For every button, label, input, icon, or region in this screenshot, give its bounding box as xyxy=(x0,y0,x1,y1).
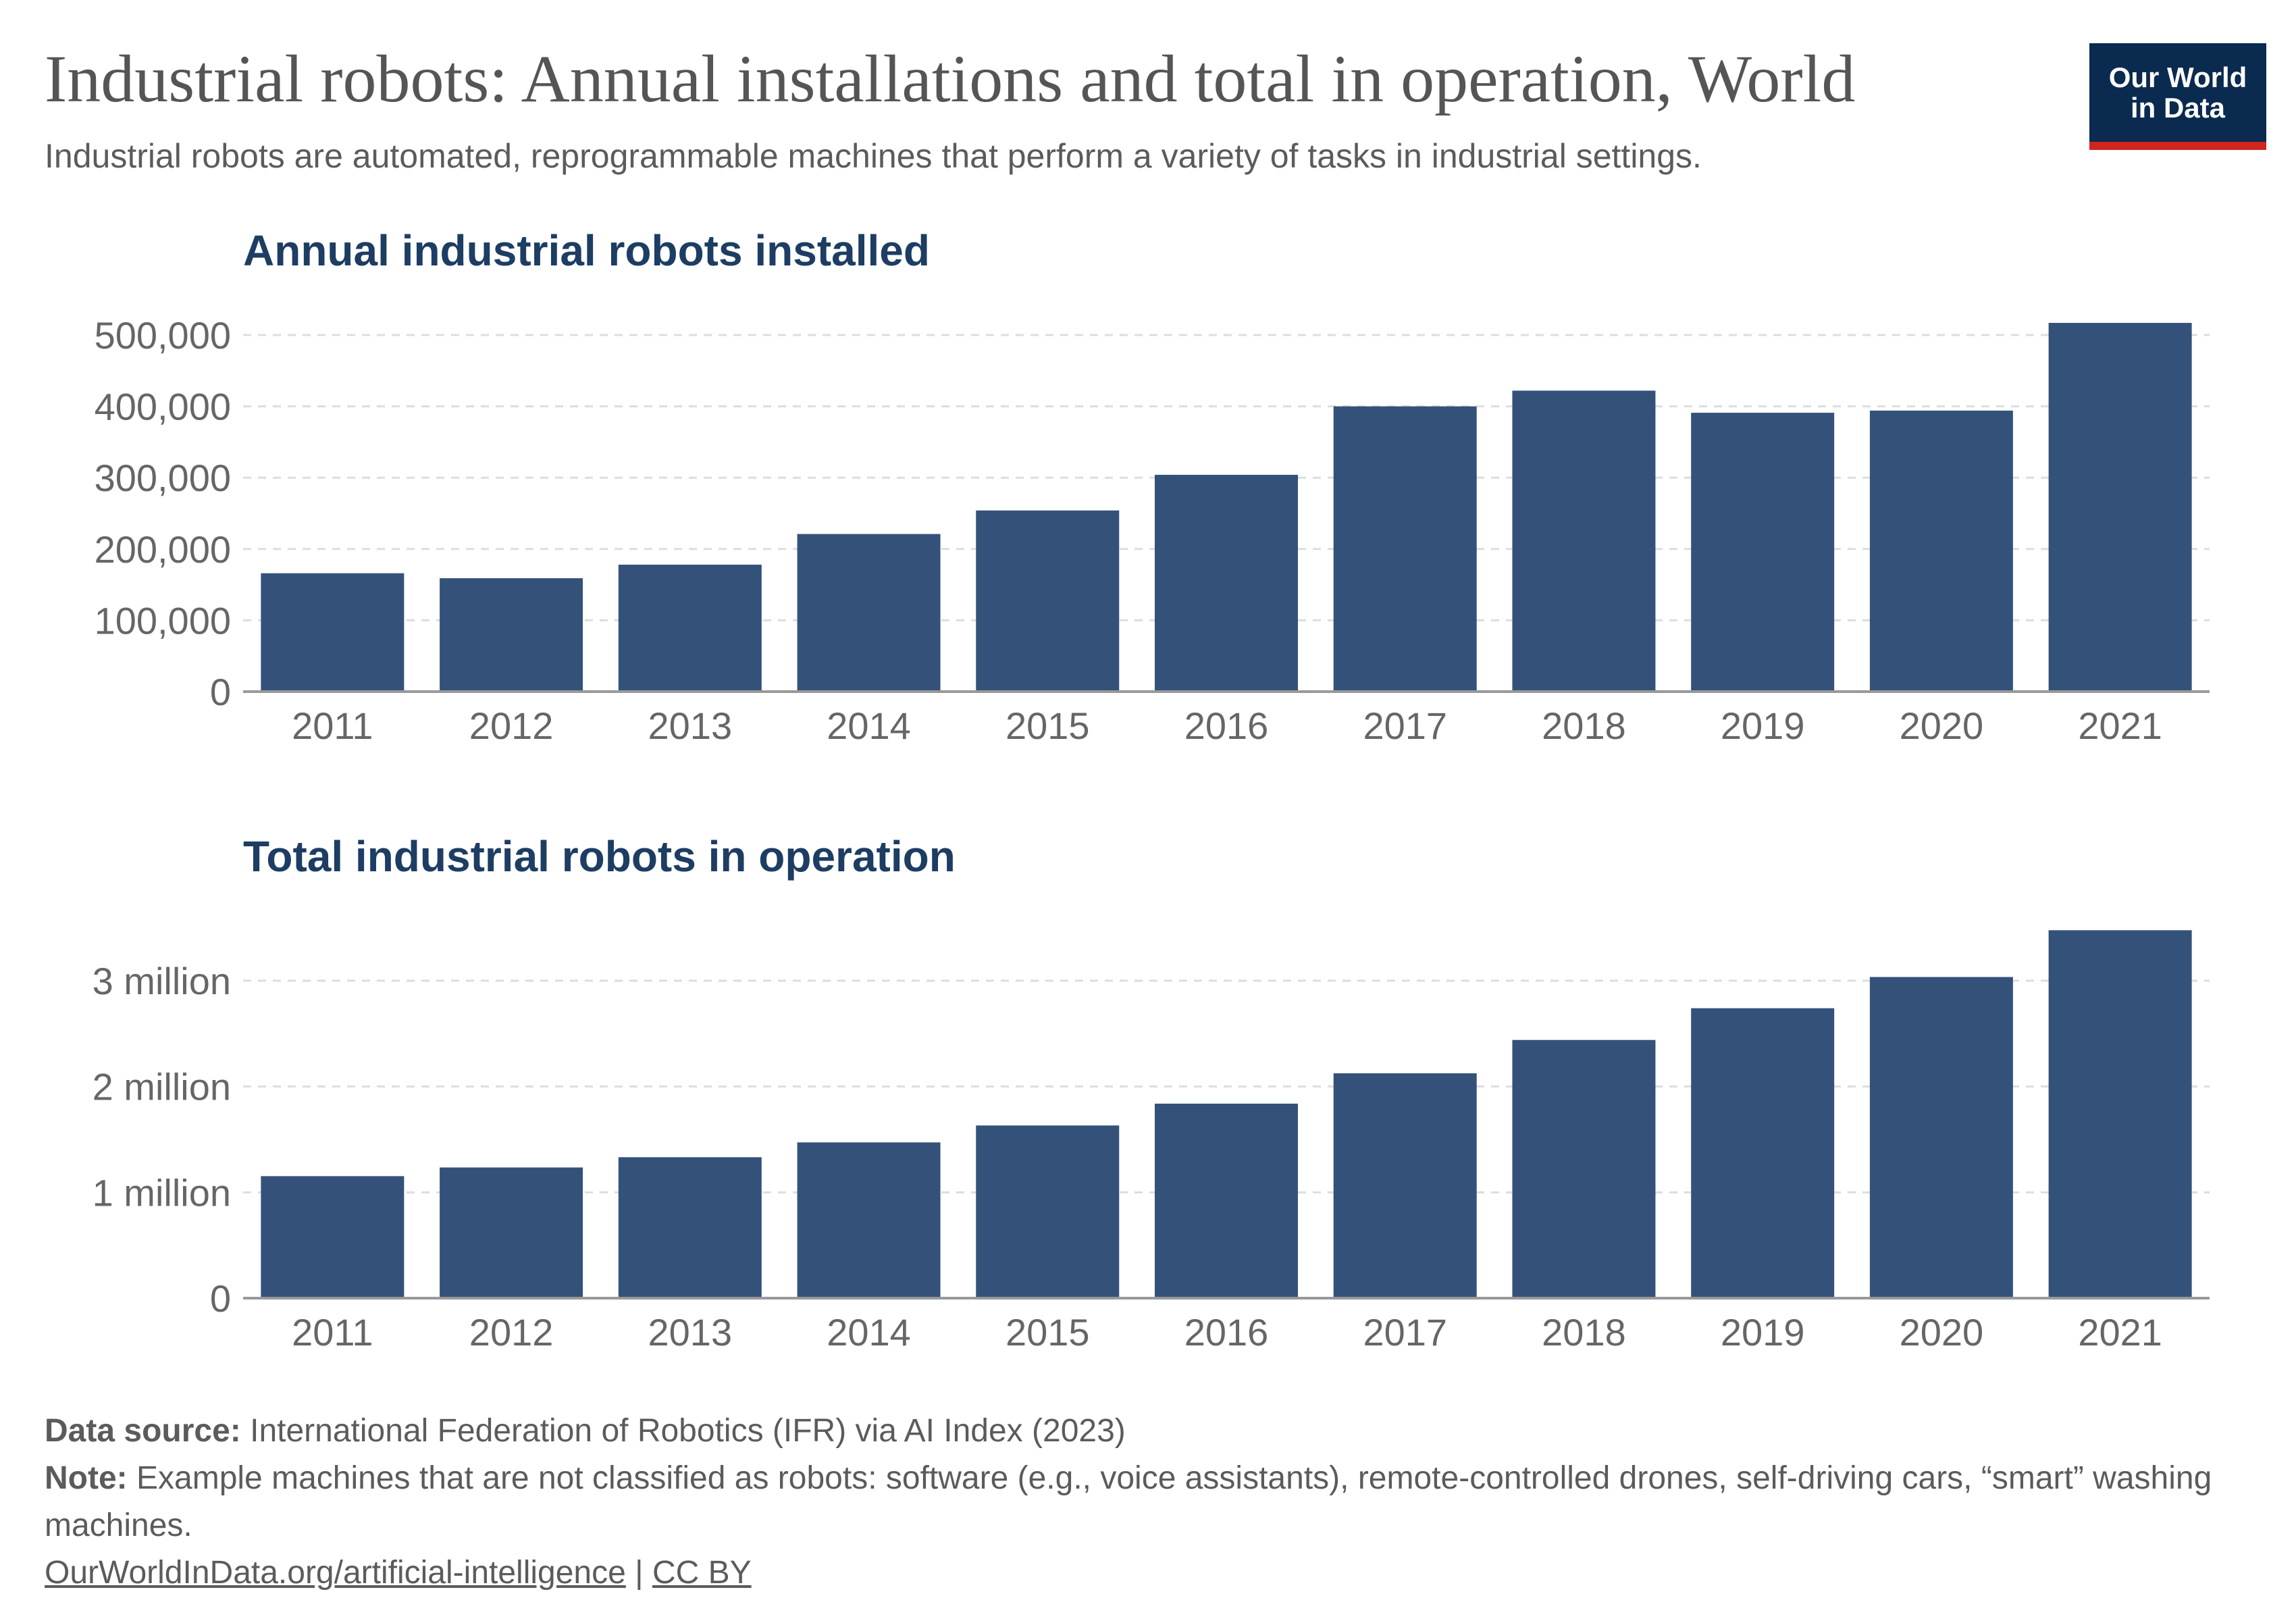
annual-bar-2012[interactable] xyxy=(440,578,583,692)
annual-y-tick-label: 400,000 xyxy=(95,386,231,428)
chart-title: Industrial robots: Annual installations … xyxy=(45,41,1856,116)
annual-x-tick-label: 2020 xyxy=(1900,704,1984,747)
annual-x-tick-label: 2013 xyxy=(648,704,733,747)
annual-x-tick-label: 2017 xyxy=(1363,704,1447,747)
note-text: Example machines that are not classified… xyxy=(45,1460,2212,1543)
annual-x-tick-label: 2012 xyxy=(469,704,554,747)
annual-bar-2016[interactable] xyxy=(1155,474,1298,692)
annual-x-tick-label: 2015 xyxy=(1006,704,1090,747)
data-source-text: International Federation of Robotics (IF… xyxy=(250,1413,1126,1449)
total-bar-2019[interactable] xyxy=(1691,1008,1835,1298)
data-source-label: Data source: xyxy=(45,1413,241,1449)
total-bar-2012[interactable] xyxy=(440,1167,583,1298)
total-x-tick-label: 2016 xyxy=(1184,1311,1269,1354)
total-x-tick-label: 2018 xyxy=(1542,1311,1626,1354)
owid-logo[interactable]: Our World in Data xyxy=(2089,43,2266,150)
total-x-tick-label: 2012 xyxy=(469,1311,554,1354)
total-bar-2013[interactable] xyxy=(618,1157,762,1298)
logo-line-1: Our World xyxy=(2108,61,2247,93)
total-x-tick-label: 2020 xyxy=(1900,1311,1984,1354)
total-bar-2017[interactable] xyxy=(1333,1073,1477,1298)
chart-subtitle: Industrial robots are automated, reprogr… xyxy=(45,137,1702,175)
total-bar-2011[interactable] xyxy=(261,1176,405,1298)
annual-bar-2011[interactable] xyxy=(261,573,405,692)
annual-bar-2018[interactable] xyxy=(1512,390,1656,692)
note-label: Note: xyxy=(45,1460,128,1496)
annual-bar-2020[interactable] xyxy=(1869,410,2013,692)
total-in-operation-chart: Total industrial robots in operation 0 1 m… xyxy=(93,832,2210,1354)
link-separator: | xyxy=(635,1555,644,1591)
footer-links: OurWorldInData.org/artificial-intelligen… xyxy=(45,1549,2239,1597)
annual-y-tick-label: 300,000 xyxy=(95,457,231,499)
license-link[interactable]: CC BY xyxy=(652,1555,752,1591)
source-link[interactable]: OurWorldInData.org/artificial-intelligen… xyxy=(45,1555,626,1591)
annual-y-tick-label: 100,000 xyxy=(95,599,231,642)
total-x-tick-label: 2013 xyxy=(648,1311,733,1354)
annual-x-tick-label: 2021 xyxy=(2078,704,2162,747)
annual-panel-title: Annual industrial robots installed xyxy=(243,226,930,275)
annual-bar-2017[interactable] xyxy=(1333,406,1477,692)
annual-bar-2015[interactable] xyxy=(976,510,1120,692)
annual-x-tick-label: 2014 xyxy=(827,704,911,747)
total-y-tick-label: 0 xyxy=(210,1277,231,1320)
total-y-tick-label: 2 million xyxy=(93,1066,231,1108)
total-x-tick-label: 2015 xyxy=(1006,1311,1090,1354)
logo-line-2: in Data xyxy=(2130,92,2225,124)
annual-x-tick-label: 2018 xyxy=(1542,704,1626,747)
annual-y-tick-label: 500,000 xyxy=(95,314,231,357)
annual-y-tick-label: 0 xyxy=(210,671,231,713)
annual-x-tick-label: 2016 xyxy=(1184,704,1269,747)
total-x-tick-label: 2017 xyxy=(1363,1311,1447,1354)
data-source-line: Data source: International Federation of… xyxy=(45,1408,2239,1455)
total-y-tick-label: 3 million xyxy=(93,960,231,1002)
total-bar-2014[interactable] xyxy=(797,1142,941,1298)
annual-bar-2021[interactable] xyxy=(2048,323,2192,692)
total-y-tick-label: 1 million xyxy=(93,1171,231,1214)
total-bar-2015[interactable] xyxy=(976,1125,1120,1298)
annual-bar-2019[interactable] xyxy=(1691,413,1835,692)
total-bar-2020[interactable] xyxy=(1869,977,2013,1298)
annual-x-tick-label: 2011 xyxy=(292,704,373,747)
annual-installations-chart: Annual industrial robots installed 0 100,0… xyxy=(95,226,2210,747)
annual-bar-2014[interactable] xyxy=(797,534,941,692)
total-bar-2016[interactable] xyxy=(1155,1104,1298,1298)
total-x-tick-label: 2014 xyxy=(827,1311,911,1354)
annual-bar-2013[interactable] xyxy=(618,565,762,692)
total-bar-2021[interactable] xyxy=(2048,930,2192,1298)
annual-y-tick-label: 200,000 xyxy=(95,528,231,571)
annual-x-tick-label: 2019 xyxy=(1721,704,1805,747)
total-bar-2018[interactable] xyxy=(1512,1039,1656,1298)
total-x-tick-label: 2019 xyxy=(1721,1311,1805,1354)
total-x-tick-label: 2011 xyxy=(292,1311,373,1354)
total-x-tick-label: 2021 xyxy=(2078,1311,2162,1354)
note-line: Note: Example machines that are not clas… xyxy=(45,1455,2239,1549)
total-panel-title: Total industrial robots in operation xyxy=(243,832,956,881)
